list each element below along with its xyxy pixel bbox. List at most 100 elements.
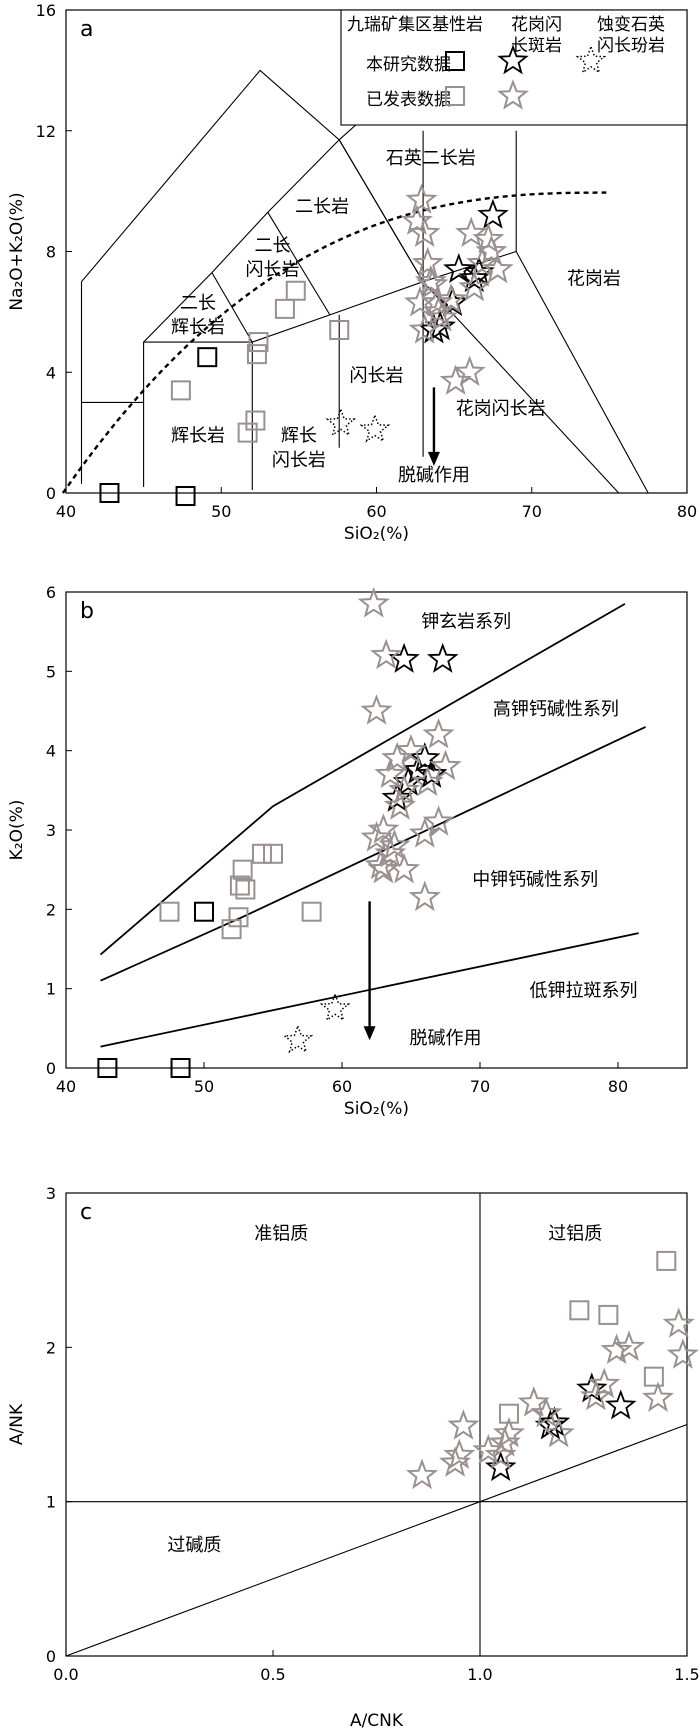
- panel-c-data-points: [405, 1250, 699, 1490]
- this_study-star-point: [576, 1372, 608, 1403]
- published-star-point: [388, 773, 421, 805]
- x-tick-label: 50: [194, 1077, 214, 1096]
- published-star-point: [405, 183, 438, 214]
- published-square-point: [248, 332, 269, 353]
- x-axis-label: A/CNK: [350, 1711, 404, 1731]
- published-star-point: [422, 717, 455, 749]
- altered-star-dotted-point: [282, 1024, 314, 1054]
- tas-field-boundary: [422, 281, 620, 494]
- panel-b-axes: 40 50 60 70 80 0 1 2 3 4 5 6 SiO₂(%) K₂O(%) b: [7, 583, 628, 1119]
- published-star-point: [364, 848, 397, 880]
- published-star-point: [414, 264, 447, 296]
- legend-col-granodiorite-line2: 长斑岩: [511, 36, 562, 56]
- tas-field-boundary: [515, 251, 649, 494]
- published-star-point: [453, 355, 486, 386]
- published-star-point: [378, 829, 411, 860]
- peralkaline-line: [65, 1423, 688, 1657]
- published-square-point: [263, 843, 283, 864]
- published-star-point: [411, 246, 444, 278]
- field-label: 闪长岩: [272, 450, 326, 471]
- this_study-square-point: [99, 483, 120, 503]
- published-square-point: [251, 843, 272, 864]
- field-label: 中钾钙碱性系列: [472, 870, 598, 891]
- published-star-point: [662, 1307, 695, 1338]
- x-axis-label: SiO₂(%): [344, 1099, 409, 1119]
- published-square-point: [228, 907, 249, 928]
- y-tick-label: 5: [46, 662, 56, 681]
- field-label: 二长岩: [295, 196, 349, 217]
- x-axis-label: SiO₂(%): [344, 524, 409, 544]
- published-star-point: [383, 789, 417, 820]
- y-tick-label: 2: [46, 900, 56, 919]
- y-axis-label: K₂O(%): [7, 800, 27, 861]
- x-tick-label: 1.5: [674, 1665, 699, 1684]
- published-star-point: [439, 364, 472, 395]
- x-tick-label: 60: [366, 502, 386, 521]
- panel-a-data-points: [99, 183, 514, 507]
- y-tick-label: 2: [46, 1338, 56, 1357]
- this_study-square-point: [197, 347, 218, 368]
- legend-row-this-study: 本研究数据: [366, 55, 451, 75]
- published-star-point: [612, 1330, 646, 1362]
- x-tick-label: 70: [522, 502, 542, 521]
- this_study-star-point: [443, 253, 475, 283]
- published-square-point: [221, 919, 242, 940]
- y-tick-label: 1: [46, 980, 56, 999]
- x-tick-label: 80: [608, 1077, 628, 1096]
- legend-col-granodiorite-line1: 花岗闪: [511, 15, 562, 35]
- published-star-point: [666, 1338, 699, 1369]
- published-square-point: [229, 875, 250, 896]
- y-tick-label: 16: [36, 1, 56, 20]
- x-tick-label: 0.5: [260, 1665, 285, 1684]
- published-star-point: [542, 1416, 575, 1448]
- y-tick-label: 3: [46, 821, 56, 840]
- published-star-point: [381, 741, 414, 773]
- field-label: 脱碱作用: [398, 465, 470, 486]
- published-square-point: [170, 380, 191, 401]
- x-tick-label: 80: [677, 502, 697, 521]
- published-star-point: [408, 216, 441, 247]
- this_study-star-point: [409, 742, 441, 772]
- y-tick-label: 4: [46, 742, 56, 761]
- field-label: 辉长: [281, 426, 317, 447]
- this_study-square-point: [175, 486, 196, 507]
- published-square-point: [246, 344, 267, 365]
- panel-a-tas-diagram: 九瑞矿集区 基性岩 花岗闪 长斑岩 蚀变石英 闪长玢岩 本研究数据 已发表数据 …: [7, 1, 697, 544]
- published-star-point: [466, 246, 499, 278]
- y-axis-label: Na₂O+K₂O(%): [7, 192, 27, 310]
- this_study-square-point: [170, 1058, 191, 1078]
- panel-label: c: [80, 1200, 92, 1225]
- published-star-point: [411, 765, 444, 796]
- dealkalization-arrow-head: [427, 451, 440, 466]
- this_study-square-point: [97, 1058, 118, 1078]
- published-square-point: [329, 319, 350, 340]
- published-square-point: [656, 1250, 677, 1271]
- this_study-star-point: [484, 1451, 517, 1482]
- alkaline-divide-curve: [61, 191, 607, 494]
- legend-title: 九瑞矿集区: [347, 15, 432, 35]
- tas-field-boundary: [267, 212, 331, 316]
- published-star-point: [408, 817, 441, 848]
- published-square-point: [274, 298, 295, 319]
- this_study-star-point: [426, 642, 459, 673]
- published-star-point: [447, 1409, 480, 1440]
- x-tick-label: 70: [470, 1077, 490, 1096]
- published-star-point: [394, 733, 428, 765]
- published-star-point: [370, 638, 403, 670]
- published-star-point: [455, 216, 488, 247]
- published-star-point: [484, 1438, 517, 1470]
- this_study-square-point: [194, 901, 214, 922]
- published-star-point: [458, 270, 491, 302]
- panel-c-frame: [65, 1192, 688, 1657]
- panel-c-boundaries: [65, 1193, 688, 1657]
- y-tick-label: 0: [46, 1647, 56, 1666]
- published-square-point: [643, 1366, 664, 1387]
- y-tick-label: 8: [46, 243, 56, 262]
- published-star-point: [443, 1438, 476, 1470]
- published-star-point: [360, 694, 393, 725]
- field-label: 石英二长岩: [386, 148, 476, 169]
- published-star-point: [439, 1446, 472, 1477]
